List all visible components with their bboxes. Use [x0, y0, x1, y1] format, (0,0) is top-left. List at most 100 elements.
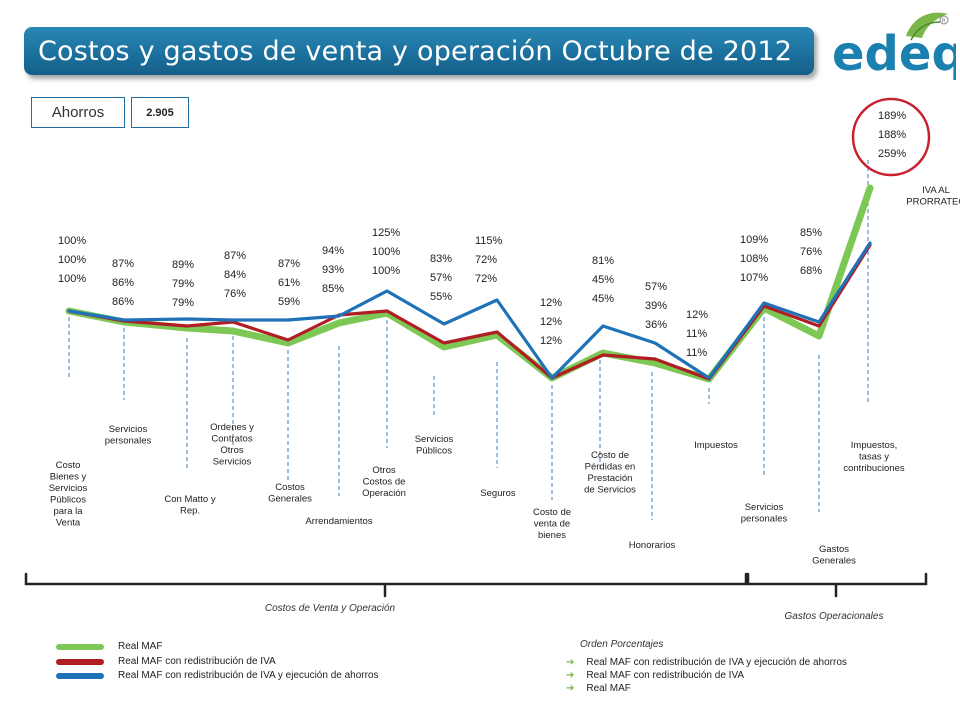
legend-label: Real MAF con redistribución de IVA — [118, 656, 276, 667]
category-label: Contratos — [211, 434, 252, 445]
category-label: contribuciones — [843, 463, 905, 474]
page-title: Costos y gastos de venta y operación Oct… — [38, 35, 793, 67]
category-label: Servicios — [49, 483, 88, 494]
legend-swatch-green — [56, 643, 104, 650]
legend-item-real-maf: Real MAF — [56, 641, 162, 652]
category-label: Bienes y — [50, 472, 87, 483]
data-label: 57% — [430, 272, 452, 284]
data-label: 100% — [58, 235, 86, 247]
data-label: 87% — [112, 258, 134, 270]
data-label: 87% — [224, 250, 246, 262]
data-label: 86% — [112, 296, 134, 308]
category-label: Públicos — [50, 495, 86, 506]
category-label: Otros — [220, 445, 243, 456]
category-label: IVA AL — [922, 185, 950, 196]
data-label: 55% — [430, 291, 452, 303]
arrow-icon: ➔ — [566, 657, 575, 668]
data-label: 93% — [322, 264, 344, 276]
order-title: Orden Porcentajes — [580, 639, 664, 650]
arrow-icon: ➔ — [566, 670, 575, 681]
category-label: Otros — [372, 465, 395, 476]
order-item: ➔ Real MAF con redistribución de IVA y e… — [566, 657, 847, 668]
data-label: 79% — [172, 297, 194, 309]
data-label: 83% — [430, 253, 452, 265]
category-label: venta de — [534, 519, 570, 530]
legend-label: Real MAF — [118, 641, 163, 652]
arrow-icon: ➔ — [566, 683, 575, 694]
data-label: 68% — [800, 265, 822, 277]
data-label: 36% — [645, 319, 667, 331]
data-label: 259% — [878, 148, 906, 160]
category-label: Gastos — [819, 544, 849, 555]
category-label: Pérdidas en — [585, 462, 636, 473]
category-label: Rep. — [180, 506, 200, 517]
category-label: personales — [741, 514, 788, 525]
group-label: Gastos Operacionales — [785, 611, 884, 622]
data-label: 12% — [540, 335, 562, 347]
category-label: Costo de — [591, 450, 629, 461]
legend-item-real-maf-iva: Real MAF con redistribución de IVA — [56, 656, 276, 667]
data-label: 81% — [592, 255, 614, 267]
data-label: 45% — [592, 293, 614, 305]
edeq-logo: edeq R — [832, 12, 956, 82]
category-label: Seguros — [480, 488, 516, 499]
category-label: bienes — [538, 530, 566, 541]
svg-text:R: R — [942, 18, 946, 25]
category-label: para la — [53, 506, 83, 517]
group-brace-cost — [24, 572, 748, 598]
data-label: 188% — [878, 129, 906, 141]
category-label: personales — [105, 436, 152, 447]
data-label: 76% — [224, 288, 246, 300]
group-brace-expenses — [746, 572, 928, 598]
data-label: 12% — [686, 309, 708, 321]
category-label: Impuestos — [694, 440, 738, 451]
order-label: Real MAF — [586, 683, 631, 694]
category-label: Venta — [56, 518, 81, 529]
data-label: 72% — [475, 254, 497, 266]
data-label: 11% — [686, 328, 707, 340]
category-label: PRORRATEO — [906, 197, 960, 208]
category-label: Servicios — [415, 434, 454, 445]
group-label: Costos de Venta y Operación — [265, 603, 396, 614]
data-label: 87% — [278, 258, 300, 270]
category-label: Servicios — [745, 502, 784, 513]
category-label: Generales — [268, 494, 312, 505]
category-label: Honorarios — [629, 540, 676, 551]
legend-item-real-maf-iva-ahorros: Real MAF con redistribución de IVA y eje… — [56, 670, 379, 681]
category-label: tasas y — [859, 452, 889, 463]
data-label: 109% — [740, 234, 768, 246]
data-label: 100% — [58, 273, 86, 285]
category-label: Costo de — [533, 507, 571, 518]
category-label: Operación — [362, 488, 406, 499]
data-label: 100% — [58, 254, 86, 266]
data-label: 189% — [878, 110, 906, 122]
data-label: 100% — [372, 246, 400, 258]
category-label: Costos — [275, 482, 305, 493]
data-label: 125% — [372, 227, 400, 239]
data-label: 57% — [645, 281, 667, 293]
order-label: Real MAF con redistribución de IVA y eje… — [586, 657, 847, 668]
legend-swatch-red — [56, 658, 104, 665]
data-label: 11% — [686, 347, 707, 359]
category-label: Impuestos, — [851, 440, 897, 451]
data-label: 107% — [740, 272, 768, 284]
data-label: 85% — [322, 283, 344, 295]
data-label: 100% — [372, 265, 400, 277]
data-label: 72% — [475, 273, 497, 285]
order-item: ➔ Real MAF — [566, 683, 631, 694]
data-label: 39% — [645, 300, 667, 312]
data-label: 45% — [592, 274, 614, 286]
series-line-blue — [67, 241, 872, 380]
savings-value: 2.905 — [131, 97, 189, 128]
highlight-circle — [851, 97, 931, 177]
savings-label: Ahorros — [31, 97, 125, 128]
data-label: 12% — [540, 297, 562, 309]
data-label: 61% — [278, 277, 300, 289]
data-label: 59% — [278, 296, 300, 308]
data-label: 76% — [800, 246, 822, 258]
title-bar: Costos y gastos de venta y operación Oct… — [24, 27, 814, 75]
category-label: Costos de — [363, 477, 406, 488]
data-label: 12% — [540, 316, 562, 328]
order-item: ➔ Real MAF con redistribución de IVA — [566, 670, 744, 681]
